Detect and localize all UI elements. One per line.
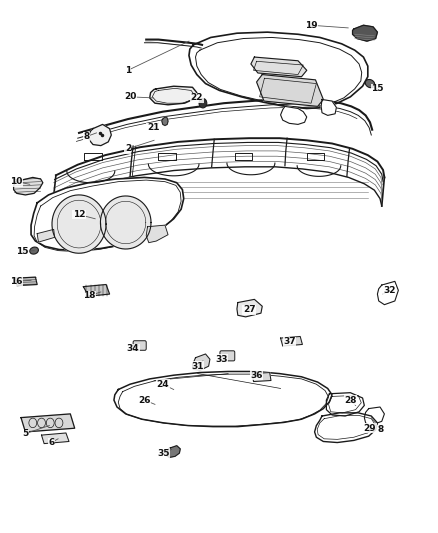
Polygon shape [146, 225, 168, 243]
Polygon shape [280, 336, 302, 346]
Polygon shape [352, 25, 377, 41]
Polygon shape [37, 229, 54, 242]
Text: 28: 28 [343, 395, 356, 405]
Text: 31: 31 [191, 362, 204, 370]
FancyBboxPatch shape [219, 351, 234, 361]
Polygon shape [321, 100, 336, 115]
Polygon shape [31, 177, 184, 251]
Text: 22: 22 [190, 93, 203, 102]
Polygon shape [237, 300, 261, 317]
Text: 35: 35 [157, 449, 170, 458]
Text: 20: 20 [124, 92, 136, 101]
Text: 32: 32 [382, 286, 395, 295]
Polygon shape [166, 446, 180, 457]
Polygon shape [88, 124, 111, 146]
Polygon shape [252, 373, 270, 382]
Polygon shape [256, 75, 322, 107]
Polygon shape [149, 86, 196, 105]
Text: 24: 24 [156, 379, 169, 389]
Text: 10: 10 [11, 177, 23, 186]
Polygon shape [192, 354, 209, 370]
Text: 19: 19 [304, 21, 317, 30]
Text: 2: 2 [124, 144, 131, 154]
Text: 26: 26 [138, 395, 150, 405]
Polygon shape [114, 372, 331, 426]
Text: 16: 16 [11, 277, 23, 286]
Circle shape [198, 99, 206, 108]
Polygon shape [21, 414, 74, 432]
Ellipse shape [364, 79, 374, 88]
Text: 18: 18 [83, 291, 95, 300]
Text: 1: 1 [124, 66, 131, 75]
Ellipse shape [30, 247, 39, 254]
Text: 29: 29 [363, 424, 375, 433]
Text: 8: 8 [377, 425, 383, 434]
Text: 12: 12 [73, 210, 85, 219]
Text: 21: 21 [147, 123, 159, 132]
Text: 37: 37 [283, 337, 295, 346]
Text: 34: 34 [127, 344, 139, 353]
FancyBboxPatch shape [133, 341, 146, 350]
Polygon shape [364, 407, 384, 425]
Text: 36: 36 [250, 370, 262, 379]
Text: 8: 8 [83, 132, 89, 141]
Polygon shape [52, 195, 106, 253]
Polygon shape [100, 196, 151, 249]
Polygon shape [188, 32, 367, 109]
Polygon shape [314, 413, 377, 442]
Text: 33: 33 [215, 355, 227, 364]
Polygon shape [15, 277, 37, 286]
Polygon shape [14, 177, 43, 195]
Polygon shape [162, 117, 168, 125]
Text: 6: 6 [48, 438, 55, 447]
Text: 27: 27 [242, 305, 255, 314]
Text: 15: 15 [16, 247, 28, 256]
Polygon shape [83, 285, 110, 296]
Polygon shape [251, 57, 306, 77]
Text: 5: 5 [22, 429, 28, 438]
Polygon shape [42, 433, 69, 443]
Polygon shape [325, 393, 364, 416]
Polygon shape [280, 107, 306, 124]
Polygon shape [377, 281, 397, 305]
Text: 15: 15 [370, 84, 383, 93]
